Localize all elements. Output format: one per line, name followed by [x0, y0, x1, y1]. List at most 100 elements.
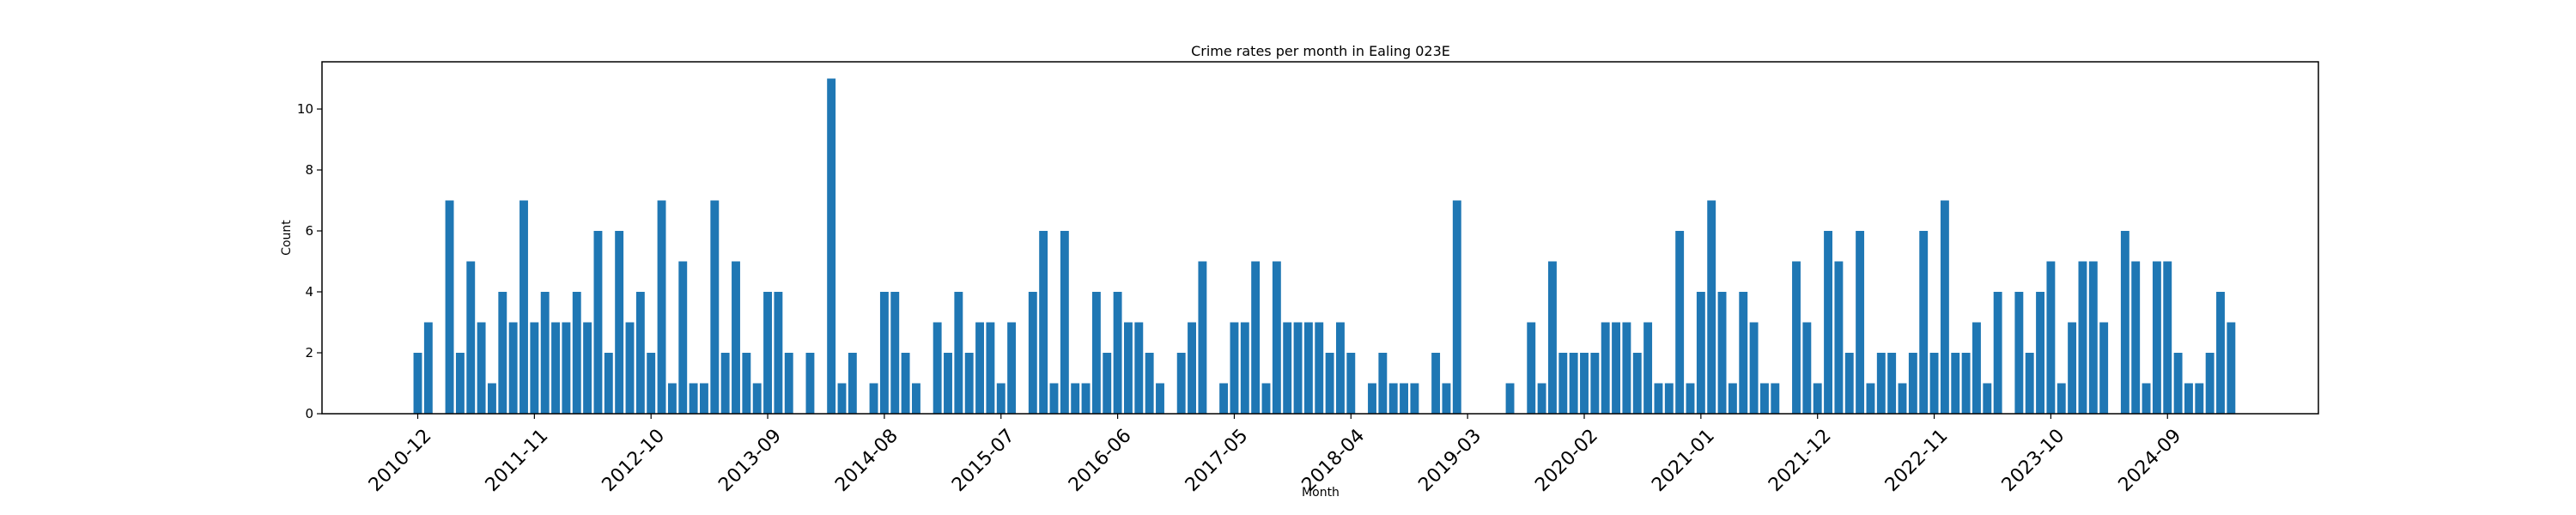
bar [1961, 353, 1971, 414]
bar [1261, 383, 1271, 414]
bar [1198, 261, 1207, 414]
bar [752, 383, 762, 414]
bar [562, 322, 571, 414]
bar [848, 353, 857, 414]
bar [1124, 322, 1133, 414]
bar [1505, 383, 1515, 414]
bar [1028, 292, 1037, 414]
bar [1993, 292, 2002, 414]
bar [805, 353, 815, 414]
bar [1919, 231, 1929, 414]
bar [1686, 383, 1695, 414]
bar [1760, 383, 1769, 414]
bar [1580, 353, 1589, 414]
bar [742, 353, 751, 414]
bar [1145, 353, 1154, 414]
bar [1844, 353, 1854, 414]
bar [488, 383, 496, 414]
bar [720, 353, 730, 414]
bar [530, 322, 539, 414]
bar [1813, 383, 1822, 414]
bar [2152, 261, 2161, 414]
bar [1049, 383, 1059, 414]
bar [1091, 292, 1101, 414]
bar [933, 322, 942, 414]
bar [1431, 353, 1441, 414]
bar [2227, 322, 2236, 414]
bar [615, 231, 624, 414]
bar [1081, 383, 1091, 414]
bar [1696, 292, 1705, 414]
plot-frame [321, 61, 2319, 415]
bar [1569, 353, 1578, 414]
bar [890, 292, 900, 414]
bar [1007, 322, 1017, 414]
bar [604, 353, 613, 414]
bar [1643, 322, 1653, 414]
bar [1802, 322, 1812, 414]
bar [1219, 383, 1229, 414]
bar [732, 261, 740, 414]
bar [1060, 231, 1069, 414]
bar [466, 261, 476, 414]
bar [774, 292, 783, 414]
bars-group [413, 78, 2236, 415]
chart-title: Crime rates per month in Ealing 023E [1191, 43, 1450, 59]
bar [1940, 200, 1949, 414]
bar [1675, 231, 1685, 414]
bar [423, 322, 433, 414]
bar [1346, 353, 1356, 414]
bar [1071, 383, 1080, 414]
bar [1251, 261, 1261, 414]
y-tick-label: 2 [305, 345, 313, 360]
bar [1410, 383, 1419, 414]
bar [901, 353, 910, 414]
bar [1866, 383, 1875, 414]
bar [1558, 353, 1568, 414]
bar [1272, 261, 1281, 414]
y-tick-label: 8 [305, 162, 313, 178]
bar [1590, 353, 1600, 414]
bar [1771, 383, 1780, 414]
y-tick-label: 6 [305, 223, 313, 239]
bar [1039, 231, 1048, 414]
bar [2099, 322, 2109, 414]
bar [2195, 383, 2204, 414]
bar [572, 292, 581, 414]
bar [583, 322, 592, 414]
x-axis-label: Month [1302, 486, 1340, 500]
bar [593, 231, 603, 414]
bar [912, 383, 920, 414]
bar [1972, 322, 1981, 414]
bar [2184, 383, 2193, 414]
bar [1452, 200, 1461, 414]
bar [2142, 383, 2151, 414]
bar [1134, 322, 1144, 414]
bar [1601, 322, 1610, 414]
bar [1664, 383, 1674, 414]
bar [2057, 383, 2066, 414]
bar [1824, 231, 1832, 414]
bar [1792, 261, 1801, 414]
bar [869, 383, 878, 414]
bar [2163, 261, 2172, 414]
bar [1527, 322, 1536, 414]
bar [508, 322, 518, 414]
bar [1315, 322, 1324, 414]
bar [700, 383, 708, 414]
bar [2036, 292, 2044, 414]
bar [827, 78, 836, 415]
bar [635, 292, 645, 414]
bar [986, 322, 995, 414]
bar [689, 383, 698, 414]
bar [2046, 261, 2056, 414]
bar [1537, 383, 1546, 414]
bar [763, 292, 772, 414]
bar [1240, 322, 1249, 414]
bar [1303, 322, 1313, 414]
bar [1632, 353, 1642, 414]
bar [551, 322, 560, 414]
bar [1834, 261, 1844, 414]
